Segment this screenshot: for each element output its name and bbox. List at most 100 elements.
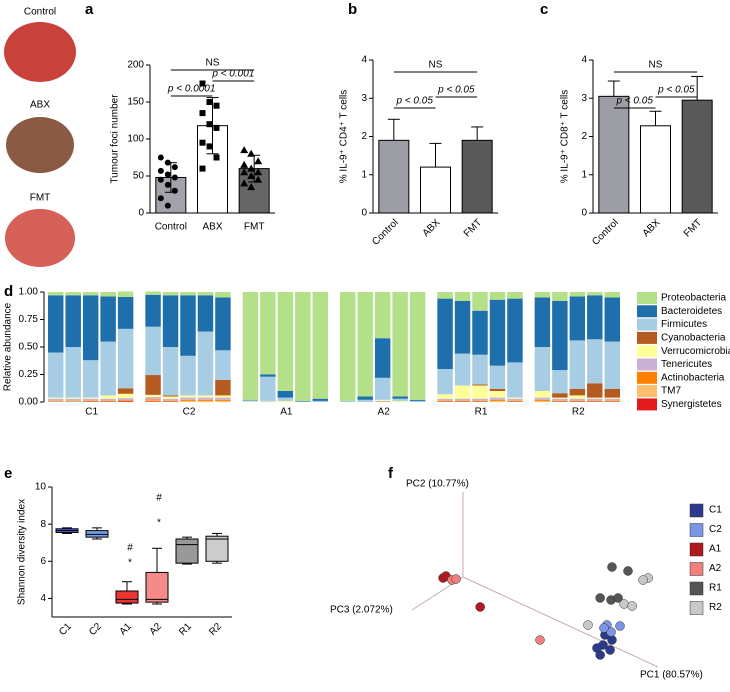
bar-segment <box>162 292 179 296</box>
annotation: p < 0.05 <box>657 85 695 96</box>
bar-segment <box>117 400 134 402</box>
y-tick-label: 150 <box>127 97 144 108</box>
legend-label: Proteobacteria <box>661 293 726 304</box>
bar-segment <box>260 376 276 401</box>
data-point <box>164 181 171 188</box>
panel-letter: d <box>4 283 13 300</box>
x-tick-label: Control <box>590 217 621 248</box>
bar-segment <box>197 395 214 398</box>
panel-letter: e <box>4 465 12 482</box>
y-tick-label: 1 <box>361 169 367 180</box>
y-axis-label: % IL-9⁺ CD4⁺ T cells <box>339 90 350 184</box>
bar-segment <box>295 400 311 402</box>
bar-segment <box>454 353 471 386</box>
group-label: C2 <box>183 407 196 418</box>
bar-segment <box>604 397 620 399</box>
bar-segment <box>295 292 311 401</box>
bar-segment <box>437 369 453 395</box>
bar-segment <box>489 365 506 389</box>
bar-segment <box>82 295 99 361</box>
legend-swatch <box>637 292 657 304</box>
data-point <box>213 154 220 161</box>
photo-label: Control <box>24 7 56 18</box>
bar-segment <box>65 347 81 398</box>
bar-segment <box>552 292 568 301</box>
bar-segment <box>242 401 259 402</box>
bar-segment <box>534 397 551 400</box>
bar-segment <box>392 396 408 399</box>
y-tick-label: 0 <box>581 208 587 219</box>
x-tick-label: A1 <box>118 621 135 638</box>
legend-swatch <box>689 581 704 596</box>
bar-segment <box>117 401 134 402</box>
photo <box>4 22 76 82</box>
bar-segment <box>489 397 506 400</box>
bar-segment <box>145 401 161 402</box>
bar-segment <box>145 399 161 401</box>
data-point <box>619 599 629 609</box>
data-point <box>615 621 625 631</box>
bar-segment <box>472 400 488 402</box>
bar-segment <box>534 400 551 402</box>
x-tick-label: R1 <box>177 621 194 638</box>
y-tick-label: 0.50 <box>19 342 39 353</box>
bar-segment <box>215 350 231 380</box>
bar-segment <box>569 296 586 341</box>
bar-segment <box>604 341 620 389</box>
lung-photos <box>4 22 76 267</box>
x-tick-label: Control <box>370 217 401 248</box>
panel-letter: b <box>348 1 357 18</box>
bar-segment <box>374 377 391 400</box>
bar <box>461 139 493 214</box>
bar-segment <box>357 399 373 402</box>
bar-segment <box>489 399 506 401</box>
y-tick-label: 6 <box>40 556 46 567</box>
bar-segment <box>454 400 471 402</box>
bar-segment <box>437 394 453 399</box>
bar-segment <box>82 292 99 296</box>
legend-label: Firmicutes <box>661 319 707 330</box>
y-axis-label: Tumour foci number <box>110 94 121 184</box>
y-tick-label: 1.00 <box>19 287 39 298</box>
legend-label: C1 <box>709 505 722 516</box>
bar-segment <box>215 380 231 396</box>
y-tick-label: 10 <box>35 482 47 493</box>
bar-segment <box>197 400 214 402</box>
legend-swatch <box>689 542 704 557</box>
bar-segment <box>215 399 231 401</box>
bar-segment <box>65 401 81 402</box>
data-point <box>595 593 605 603</box>
bar-segment <box>357 396 373 400</box>
bar-segment <box>117 393 134 399</box>
bar-segment <box>507 398 523 401</box>
legend-label: TM7 <box>661 386 681 397</box>
bar-segment <box>197 397 214 400</box>
bar-segment <box>472 398 488 401</box>
bar-segment <box>100 296 116 342</box>
bar-segment <box>569 340 586 389</box>
data-point <box>240 168 249 176</box>
group-label: C1 <box>85 407 98 418</box>
bar-segment <box>604 400 620 402</box>
y-axis-label: % IL-9⁺ CD8⁺ T cells <box>560 90 571 184</box>
group-label: A2 <box>378 407 391 418</box>
data-point <box>206 121 213 128</box>
data-point <box>247 164 256 172</box>
bar-segment <box>507 400 523 402</box>
bar-segment <box>48 292 64 296</box>
bar-segment <box>489 391 506 398</box>
data-point <box>206 99 213 105</box>
bar-segment <box>215 297 231 351</box>
bar-segment <box>534 297 551 347</box>
legend-swatch <box>637 318 657 331</box>
annotation: NS <box>649 60 663 71</box>
bar-segment <box>48 401 64 402</box>
bar-segment <box>180 295 196 356</box>
bar-segment <box>437 400 453 402</box>
bar-segment <box>312 292 328 399</box>
data-point <box>164 202 171 209</box>
bar-segment <box>552 398 568 401</box>
annotation: p < 0.001 <box>211 69 254 80</box>
bar-segment <box>100 292 116 297</box>
data-point <box>638 575 648 585</box>
